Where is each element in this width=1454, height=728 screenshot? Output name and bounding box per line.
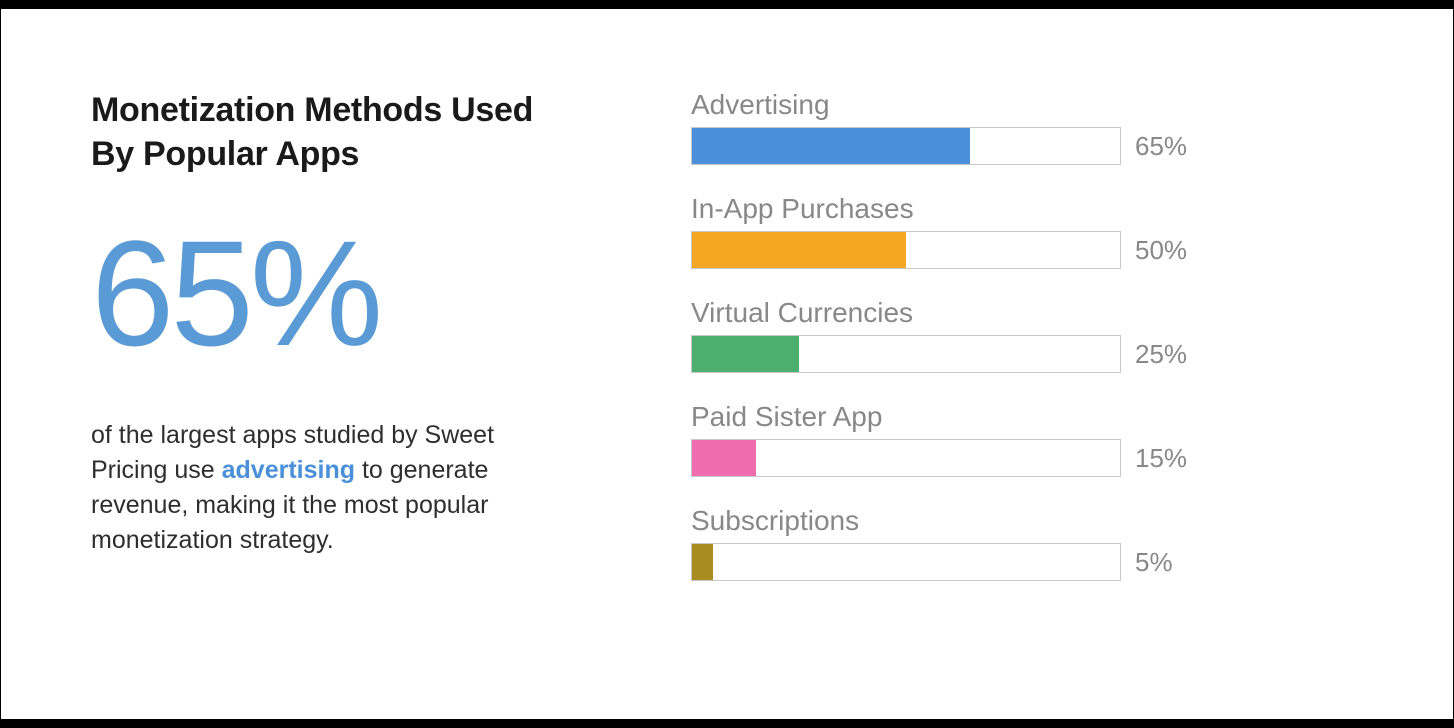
bar-value: 25%: [1135, 339, 1195, 370]
bar-row: 65%: [691, 127, 1363, 165]
bar-track: [691, 335, 1121, 373]
bar-value: 5%: [1135, 547, 1195, 578]
bar-chart: Advertising 65% In-App Purchases 50% Virtual…: [691, 89, 1363, 659]
bar-fill: [692, 232, 906, 268]
bar-group: In-App Purchases 50%: [691, 193, 1363, 269]
bar-row: 50%: [691, 231, 1363, 269]
bar-group: Advertising 65%: [691, 89, 1363, 165]
bar-value: 50%: [1135, 235, 1195, 266]
bar-group: Paid Sister App 15%: [691, 401, 1363, 477]
bar-row: 25%: [691, 335, 1363, 373]
bar-row: 15%: [691, 439, 1363, 477]
bar-label: In-App Purchases: [691, 193, 1363, 225]
description-highlight: advertising: [222, 456, 355, 484]
bar-group: Subscriptions 5%: [691, 505, 1363, 581]
bar-track: [691, 231, 1121, 269]
bar-row: 5%: [691, 543, 1363, 581]
bar-value: 15%: [1135, 443, 1195, 474]
bar-group: Virtual Currencies 25%: [691, 297, 1363, 373]
bar-fill: [692, 440, 756, 476]
bar-track: [691, 543, 1121, 581]
left-column: Monetization Methods Used By Popular App…: [91, 89, 571, 659]
bar-track: [691, 439, 1121, 477]
description-text: of the largest apps studied by Sweet Pri…: [91, 418, 571, 558]
bar-label: Advertising: [691, 89, 1363, 121]
bar-fill: [692, 544, 713, 580]
infographic-frame: Monetization Methods Used By Popular App…: [0, 8, 1454, 720]
bar-label: Subscriptions: [691, 505, 1363, 537]
bar-value: 65%: [1135, 131, 1195, 162]
infographic-title: Monetization Methods Used By Popular App…: [91, 89, 571, 176]
bar-track: [691, 127, 1121, 165]
headline-stat: 65%: [91, 218, 571, 368]
bar-fill: [692, 128, 970, 164]
bar-label: Virtual Currencies: [691, 297, 1363, 329]
bar-fill: [692, 336, 799, 372]
bar-label: Paid Sister App: [691, 401, 1363, 433]
